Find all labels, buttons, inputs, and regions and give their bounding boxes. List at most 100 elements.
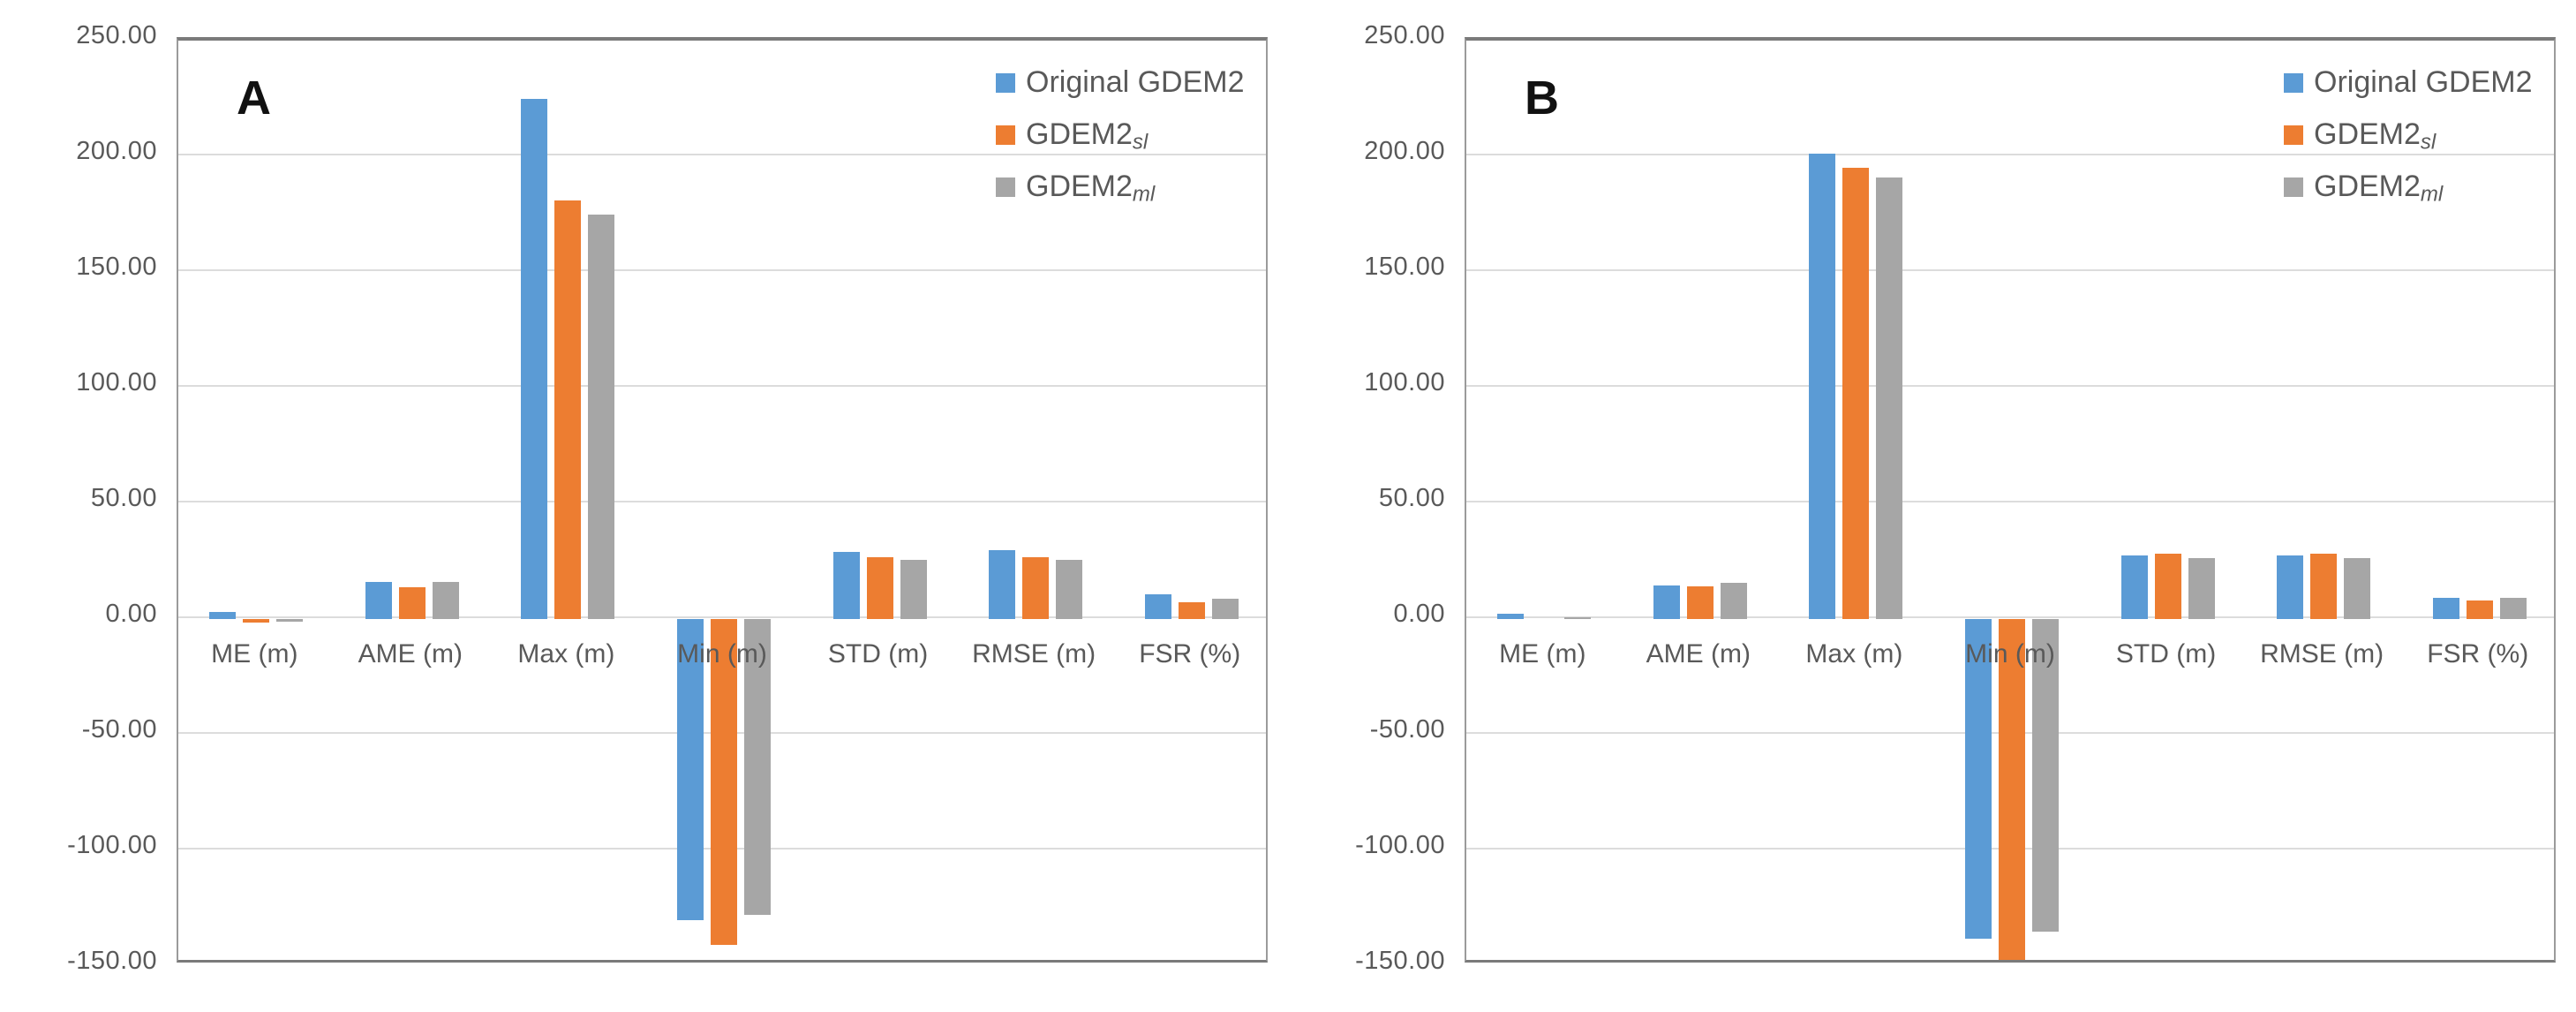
bar-series-0-cat-3 <box>1965 619 1992 939</box>
legend-item: GDEM2ml <box>2284 170 2533 207</box>
legend: Original GDEM2 GDEM2sl GDEM2ml <box>996 65 1245 222</box>
y-tick-label: 250.00 <box>76 21 157 49</box>
gridline <box>178 269 1266 271</box>
legend-swatch-icon <box>996 125 1015 145</box>
panel-label: B <box>1525 72 1559 125</box>
bar-series-0-cat-2 <box>1809 154 1836 619</box>
y-tick-label: 0.00 <box>1393 600 1445 628</box>
plot-area <box>177 37 1268 963</box>
legend-label: GDEM2ml <box>2314 170 2444 207</box>
gridline <box>1466 501 2554 502</box>
x-tick-label: Max (m) <box>517 639 615 668</box>
bar-series-1-cat-2 <box>554 200 582 619</box>
gridline <box>178 385 1266 387</box>
bar-series-1-cat-3 <box>711 619 737 946</box>
x-tick-label: ME (m) <box>1499 639 1586 668</box>
y-tick-label: -100.00 <box>67 831 157 859</box>
legend-item: GDEM2ml <box>996 170 1245 207</box>
gridline <box>1466 154 2554 155</box>
gridline <box>178 154 1266 155</box>
bar-series-1-cat-4 <box>2154 553 2181 619</box>
bar-series-2-cat-5 <box>1056 559 1083 619</box>
bar-series-2-cat-2 <box>588 214 615 619</box>
x-tick-label: ME (m) <box>211 639 298 668</box>
bar-series-0-cat-4 <box>2120 555 2148 619</box>
y-tick-label: 50.00 <box>1378 484 1445 512</box>
y-tick-label: -150.00 <box>67 947 157 975</box>
y-tick-label: 200.00 <box>76 137 157 165</box>
bar-series-2-cat-3 <box>2032 619 2059 932</box>
bar-series-2-cat-3 <box>744 619 771 916</box>
bar-series-0-cat-2 <box>521 98 548 619</box>
bar-series-2-cat-4 <box>900 560 927 619</box>
bar-series-2-cat-0 <box>276 619 304 623</box>
chart-panel-a: 250.00 200.00 150.00 100.00 50.00 0.00 -50.00 -… <box>67 21 1268 975</box>
bar-series-2-cat-1 <box>1720 582 1747 619</box>
legend-label: GDEM2sl <box>1026 117 1149 155</box>
bar-series-0-cat-1 <box>1653 585 1680 619</box>
bar-series-2-cat-2 <box>1876 177 1903 619</box>
y-tick-label: 200.00 <box>1364 137 1445 165</box>
bar-series-2-cat-0 <box>1564 616 1592 619</box>
bar-series-0-cat-6 <box>2432 598 2459 619</box>
bar-series-1-cat-6 <box>2466 600 2493 619</box>
bar-series-2-cat-6 <box>1211 599 1239 619</box>
y-tick-label: 100.00 <box>76 368 157 396</box>
legend-swatch-icon <box>996 177 1015 197</box>
bar-series-1-cat-5 <box>1022 556 1050 619</box>
bar-series-2-cat-4 <box>2188 557 2215 619</box>
bar-series-0-cat-1 <box>365 582 392 619</box>
x-tick-label: STD (m) <box>827 639 929 668</box>
legend-swatch-icon <box>2284 125 2303 145</box>
y-tick-label: 0.00 <box>105 600 157 628</box>
bar-series-1-cat-1 <box>398 586 426 619</box>
bar-series-0-cat-0 <box>1497 613 1525 619</box>
y-tick-label: 50.00 <box>90 484 157 512</box>
legend-label: Original GDEM2 <box>1026 65 1245 99</box>
x-tick-label: FSR (%) <box>1139 639 1241 668</box>
bar-series-0-cat-6 <box>1144 594 1171 619</box>
gridline <box>1466 616 2554 618</box>
bar-series-1-cat-1 <box>1686 585 1714 619</box>
bar-series-0-cat-5 <box>989 550 1016 619</box>
y-tick-label: -50.00 <box>1369 715 1445 744</box>
x-tick-label: RMSE (m) <box>2260 639 2384 668</box>
y-tick-label: -150.00 <box>1355 947 1445 975</box>
legend-label: GDEM2sl <box>2314 117 2437 155</box>
bar-series-2-cat-5 <box>2344 558 2371 619</box>
panel-label: A <box>237 72 271 125</box>
gridline <box>1466 269 2554 271</box>
y-tick-label: 150.00 <box>1364 253 1445 281</box>
bar-series-1-cat-4 <box>866 557 893 619</box>
legend-label: GDEM2ml <box>1026 170 1156 207</box>
x-tick-label: STD (m) <box>2115 639 2217 668</box>
x-tick-label: Min (m) <box>1965 639 2055 668</box>
bar-series-2-cat-6 <box>2499 598 2527 619</box>
x-tick-label: FSR (%) <box>2427 639 2529 668</box>
bar-series-1-cat-2 <box>1842 168 1870 619</box>
x-tick-label: Max (m) <box>1805 639 1903 668</box>
legend-swatch-icon <box>2284 72 2303 93</box>
legend-label-subscript: ml <box>2420 182 2444 207</box>
y-tick-label: -50.00 <box>81 715 157 744</box>
bar-series-1-cat-5 <box>2310 554 2338 619</box>
legend-item: GDEM2sl <box>996 117 1245 155</box>
legend-label-subscript: sl <box>2420 130 2437 155</box>
bar-series-1-cat-6 <box>1178 601 1205 619</box>
y-tick-label: 100.00 <box>1364 368 1445 396</box>
y-tick-label: 250.00 <box>1364 21 1445 49</box>
gridline <box>1466 385 2554 387</box>
x-tick-label: RMSE (m) <box>972 639 1096 668</box>
x-tick-label: Min (m) <box>677 639 767 668</box>
legend-label-subscript: sl <box>1132 130 1149 155</box>
legend-label-subscript: ml <box>1132 182 1156 207</box>
legend-label: Original GDEM2 <box>2314 65 2533 99</box>
bar-series-0-cat-5 <box>2277 555 2304 619</box>
bar-series-1-cat-0 <box>243 619 270 623</box>
gridline <box>178 501 1266 502</box>
x-tick-label: AME (m) <box>358 639 463 668</box>
legend-item: Original GDEM2 <box>996 65 1245 100</box>
bar-series-0-cat-4 <box>832 552 860 619</box>
x-tick-label: AME (m) <box>1646 639 1751 668</box>
